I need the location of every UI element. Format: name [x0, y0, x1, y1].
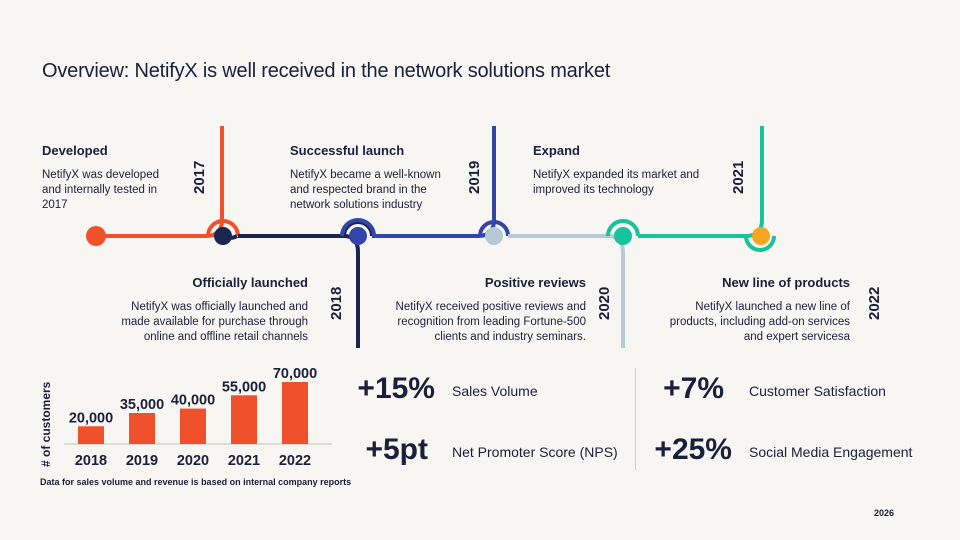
- bar-value-label: 35,000: [120, 397, 164, 413]
- year-2020: 2020: [596, 286, 613, 320]
- stat-csat-label: Customer Satisfaction: [749, 383, 886, 399]
- event-2020: Positive reviews NetifyX received positi…: [378, 275, 586, 345]
- stats-divider: [635, 368, 636, 470]
- event-2021-text: NetifyX expanded its market and improved…: [533, 169, 700, 196]
- stat-nps-label: Net Promoter Score (NPS): [452, 444, 618, 460]
- year-2019: 2019: [466, 160, 483, 194]
- page-number: 2026: [874, 508, 895, 518]
- bar-value-label: 40,000: [171, 393, 215, 409]
- event-2019: Successful launch NetifyX became a well-…: [290, 143, 455, 213]
- timeline-node-2017-start: [86, 226, 106, 246]
- bar-category-label: 2022: [279, 453, 311, 469]
- event-2018-text: NetifyX was officially launched and made…: [121, 301, 308, 343]
- event-2021: Expand NetifyX expanded its market and i…: [533, 143, 713, 198]
- timeline-arc-2021b: [744, 235, 776, 252]
- year-2022: 2022: [866, 286, 883, 320]
- event-2022-heading: New line of products: [722, 275, 850, 290]
- bar-category-label: 2018: [75, 453, 107, 469]
- chart-y-label: # of customers: [39, 381, 53, 467]
- event-2020-text: NetifyX received positive reviews and re…: [395, 301, 586, 343]
- event-2020-heading: Positive reviews: [484, 275, 586, 290]
- event-2022: New line of products NetifyX launched a …: [655, 275, 850, 345]
- bar-2019: [129, 413, 155, 444]
- timeline-node-2019: [349, 227, 367, 245]
- bar-2021: [231, 395, 257, 444]
- timeline-arc-2019b: [478, 220, 510, 237]
- timeline-arc-2019: [340, 218, 376, 237]
- event-2018-heading: Officially launched: [192, 275, 308, 290]
- event-2019-heading: Successful launch: [290, 143, 405, 158]
- event-2017-text: NetifyX was developed and internally tes…: [42, 169, 159, 211]
- year-2018: 2018: [328, 286, 345, 320]
- event-2017-heading: Developed: [42, 143, 108, 158]
- event-2022-text: NetifyX launched a new line of products,…: [669, 301, 850, 343]
- stat-social-value: +25%: [654, 433, 732, 466]
- bar-category-label: 2020: [177, 453, 209, 469]
- event-2021-heading: Expand: [533, 143, 580, 158]
- bar-2018: [78, 426, 104, 444]
- year-2021: 2021: [730, 160, 747, 194]
- bar-category-label: 2021: [228, 453, 260, 469]
- stat-csat-value: +7%: [663, 372, 724, 405]
- bar-category-label: 2019: [126, 453, 158, 469]
- timeline-arc-2018: [342, 220, 374, 237]
- bar-value-label: 55,000: [222, 379, 266, 395]
- year-2017: 2017: [191, 160, 208, 194]
- stat-sales-value: +15%: [357, 372, 435, 405]
- timeline-node-2022: [752, 227, 770, 245]
- timeline-arc-2017: [206, 219, 240, 237]
- bar-value-label: 70,000: [273, 366, 317, 382]
- stat-nps-value: +5pt: [365, 433, 428, 466]
- event-2019-text: NetifyX became a well-known and respecte…: [290, 169, 441, 211]
- page-title: Overview: NetifyX is well received in th…: [42, 60, 611, 82]
- timeline-graphic: [86, 126, 776, 348]
- footnote: Data for sales volume and revenue is bas…: [40, 477, 352, 487]
- timeline-node-2020: [485, 227, 503, 245]
- event-2017: Developed NetifyX was developed and inte…: [42, 143, 177, 213]
- bar-value-label: 20,000: [69, 410, 113, 426]
- stat-social-label: Social Media Engagement: [749, 444, 913, 460]
- bar-2020: [180, 408, 206, 444]
- event-2018: Officially launched NetifyX was official…: [112, 275, 308, 345]
- timeline-node-2021: [614, 227, 632, 245]
- bar-2022: [282, 382, 308, 444]
- stat-sales-label: Sales Volume: [452, 383, 538, 399]
